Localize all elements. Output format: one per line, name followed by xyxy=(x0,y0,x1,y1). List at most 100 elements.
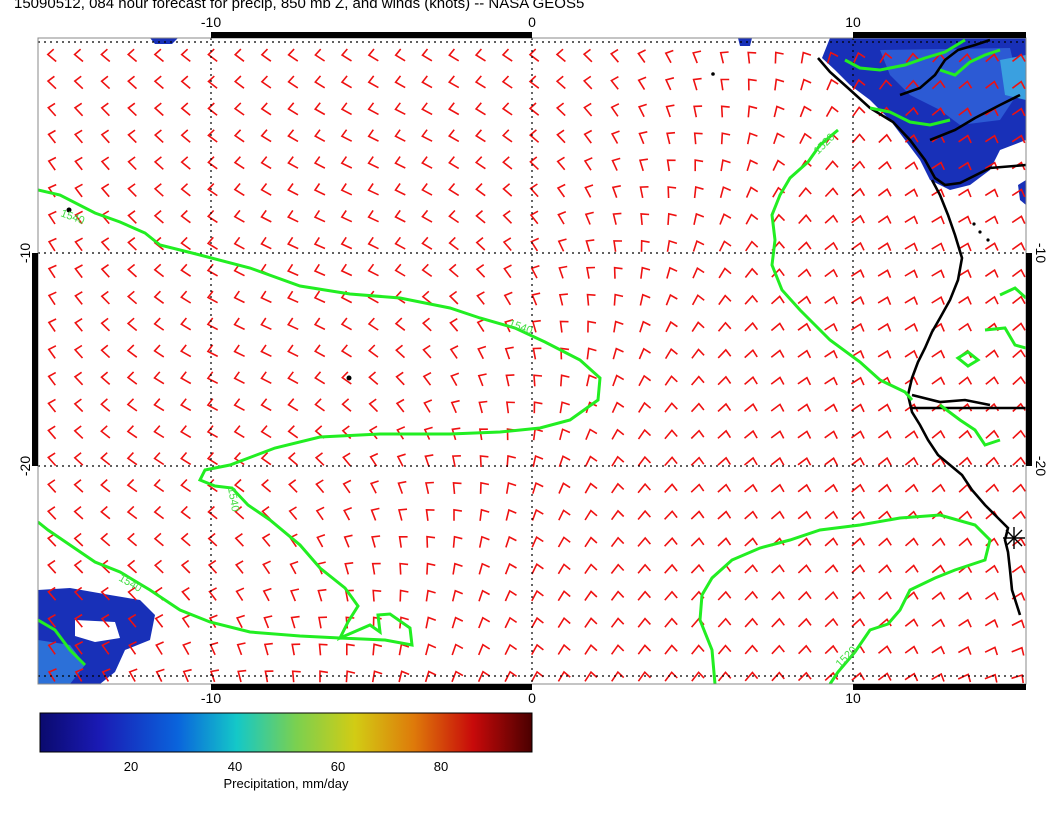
wind-barb xyxy=(558,482,571,494)
wind-barb xyxy=(532,455,544,468)
wind-barb xyxy=(690,429,705,440)
wind-barb xyxy=(260,102,272,116)
wind-barb xyxy=(153,344,165,358)
wind-barb xyxy=(235,587,245,602)
wind-barb xyxy=(451,643,464,656)
wind-barb xyxy=(824,295,838,305)
wind-barb xyxy=(180,317,192,331)
wind-barb xyxy=(504,616,518,629)
wind-barb xyxy=(479,455,489,468)
wind-barb xyxy=(315,479,325,494)
wind-barb xyxy=(367,290,379,304)
wind-barb xyxy=(153,156,164,170)
wind-barb xyxy=(47,452,57,467)
wind-barb xyxy=(426,535,436,548)
wind-barb xyxy=(931,215,945,225)
wind-barb xyxy=(852,51,866,64)
wind-barb xyxy=(47,668,57,682)
wind-barb xyxy=(984,188,999,198)
wind-barb xyxy=(637,103,647,118)
wind-barb xyxy=(367,156,379,169)
wind-barb xyxy=(287,317,299,331)
wind-barb xyxy=(531,563,544,575)
wind-barb xyxy=(340,263,353,277)
wind-barb xyxy=(879,52,893,64)
wind-barb xyxy=(233,209,245,223)
wind-barb xyxy=(559,401,570,414)
wind-barb xyxy=(425,616,437,629)
wind-barb xyxy=(744,348,758,359)
wind-barb xyxy=(877,242,892,252)
wind-barb xyxy=(613,320,624,333)
wind-barb xyxy=(127,75,138,90)
wind-barb xyxy=(74,291,83,305)
wind-barb xyxy=(613,293,624,306)
wind-barb xyxy=(100,586,110,601)
wind-barb xyxy=(958,537,973,547)
wind-barb xyxy=(825,160,839,171)
wind-barb xyxy=(958,188,972,198)
wind-barb xyxy=(555,75,566,90)
wind-barb xyxy=(47,291,57,306)
wind-barb xyxy=(584,482,598,494)
wind-barb xyxy=(717,510,732,520)
island-dot-3 xyxy=(711,72,715,76)
wind-barb xyxy=(74,183,83,198)
wind-barb xyxy=(100,264,110,278)
wind-barb xyxy=(800,78,812,91)
wind-barb xyxy=(421,75,433,89)
wind-barb xyxy=(744,564,759,574)
wind-barb xyxy=(475,183,486,197)
wind-barb xyxy=(340,156,353,169)
wind-barb xyxy=(958,269,972,279)
wind-barb xyxy=(343,534,353,548)
wind-barb xyxy=(586,266,596,279)
wind-barb xyxy=(100,156,110,171)
wind-barb xyxy=(287,236,299,250)
wind-barb xyxy=(613,240,623,252)
wind-barb xyxy=(367,129,379,142)
wind-barb xyxy=(824,349,838,359)
wind-barb xyxy=(770,430,785,439)
wind-barb xyxy=(153,425,165,439)
wind-barb xyxy=(904,215,919,225)
wind-barb xyxy=(931,376,946,386)
wind-barb xyxy=(448,290,459,305)
wind-barb xyxy=(824,456,839,466)
wind-barb xyxy=(664,429,678,440)
wind-barb xyxy=(611,428,625,440)
wind-barb xyxy=(47,318,57,332)
wind-barb xyxy=(532,481,544,494)
wind-barb xyxy=(770,295,785,305)
wind-barb xyxy=(904,537,919,547)
wind-barb xyxy=(770,349,785,358)
wind-barb xyxy=(101,668,111,682)
colorbar-tick-60: 60 xyxy=(331,759,345,774)
wind-barb xyxy=(100,505,111,520)
wind-barb xyxy=(1011,619,1025,629)
wind-barb xyxy=(314,129,326,143)
precipitation-layer xyxy=(38,38,1026,684)
wind-barb xyxy=(260,425,272,439)
wind-barb xyxy=(584,590,598,601)
wind-barb xyxy=(528,129,540,143)
wind-barb xyxy=(453,508,463,521)
wind-barb xyxy=(100,290,110,305)
wind-barb xyxy=(664,456,678,467)
wind-barb xyxy=(878,79,893,90)
wind-barb xyxy=(478,562,490,575)
wind-barb xyxy=(1012,295,1026,305)
wind-barb xyxy=(878,591,892,601)
wind-barb xyxy=(931,161,946,171)
wind-barb xyxy=(395,344,406,359)
wind-barb xyxy=(505,535,517,548)
wind-barb xyxy=(342,479,352,494)
colorbar-gradient xyxy=(39,712,533,753)
wind-barb xyxy=(1012,322,1026,332)
wind-barb xyxy=(344,562,354,575)
wind-barb xyxy=(449,318,459,332)
wind-barb xyxy=(771,644,785,655)
wind-barb xyxy=(639,293,651,306)
wind-barb xyxy=(931,79,946,90)
wind-barb xyxy=(504,589,517,602)
